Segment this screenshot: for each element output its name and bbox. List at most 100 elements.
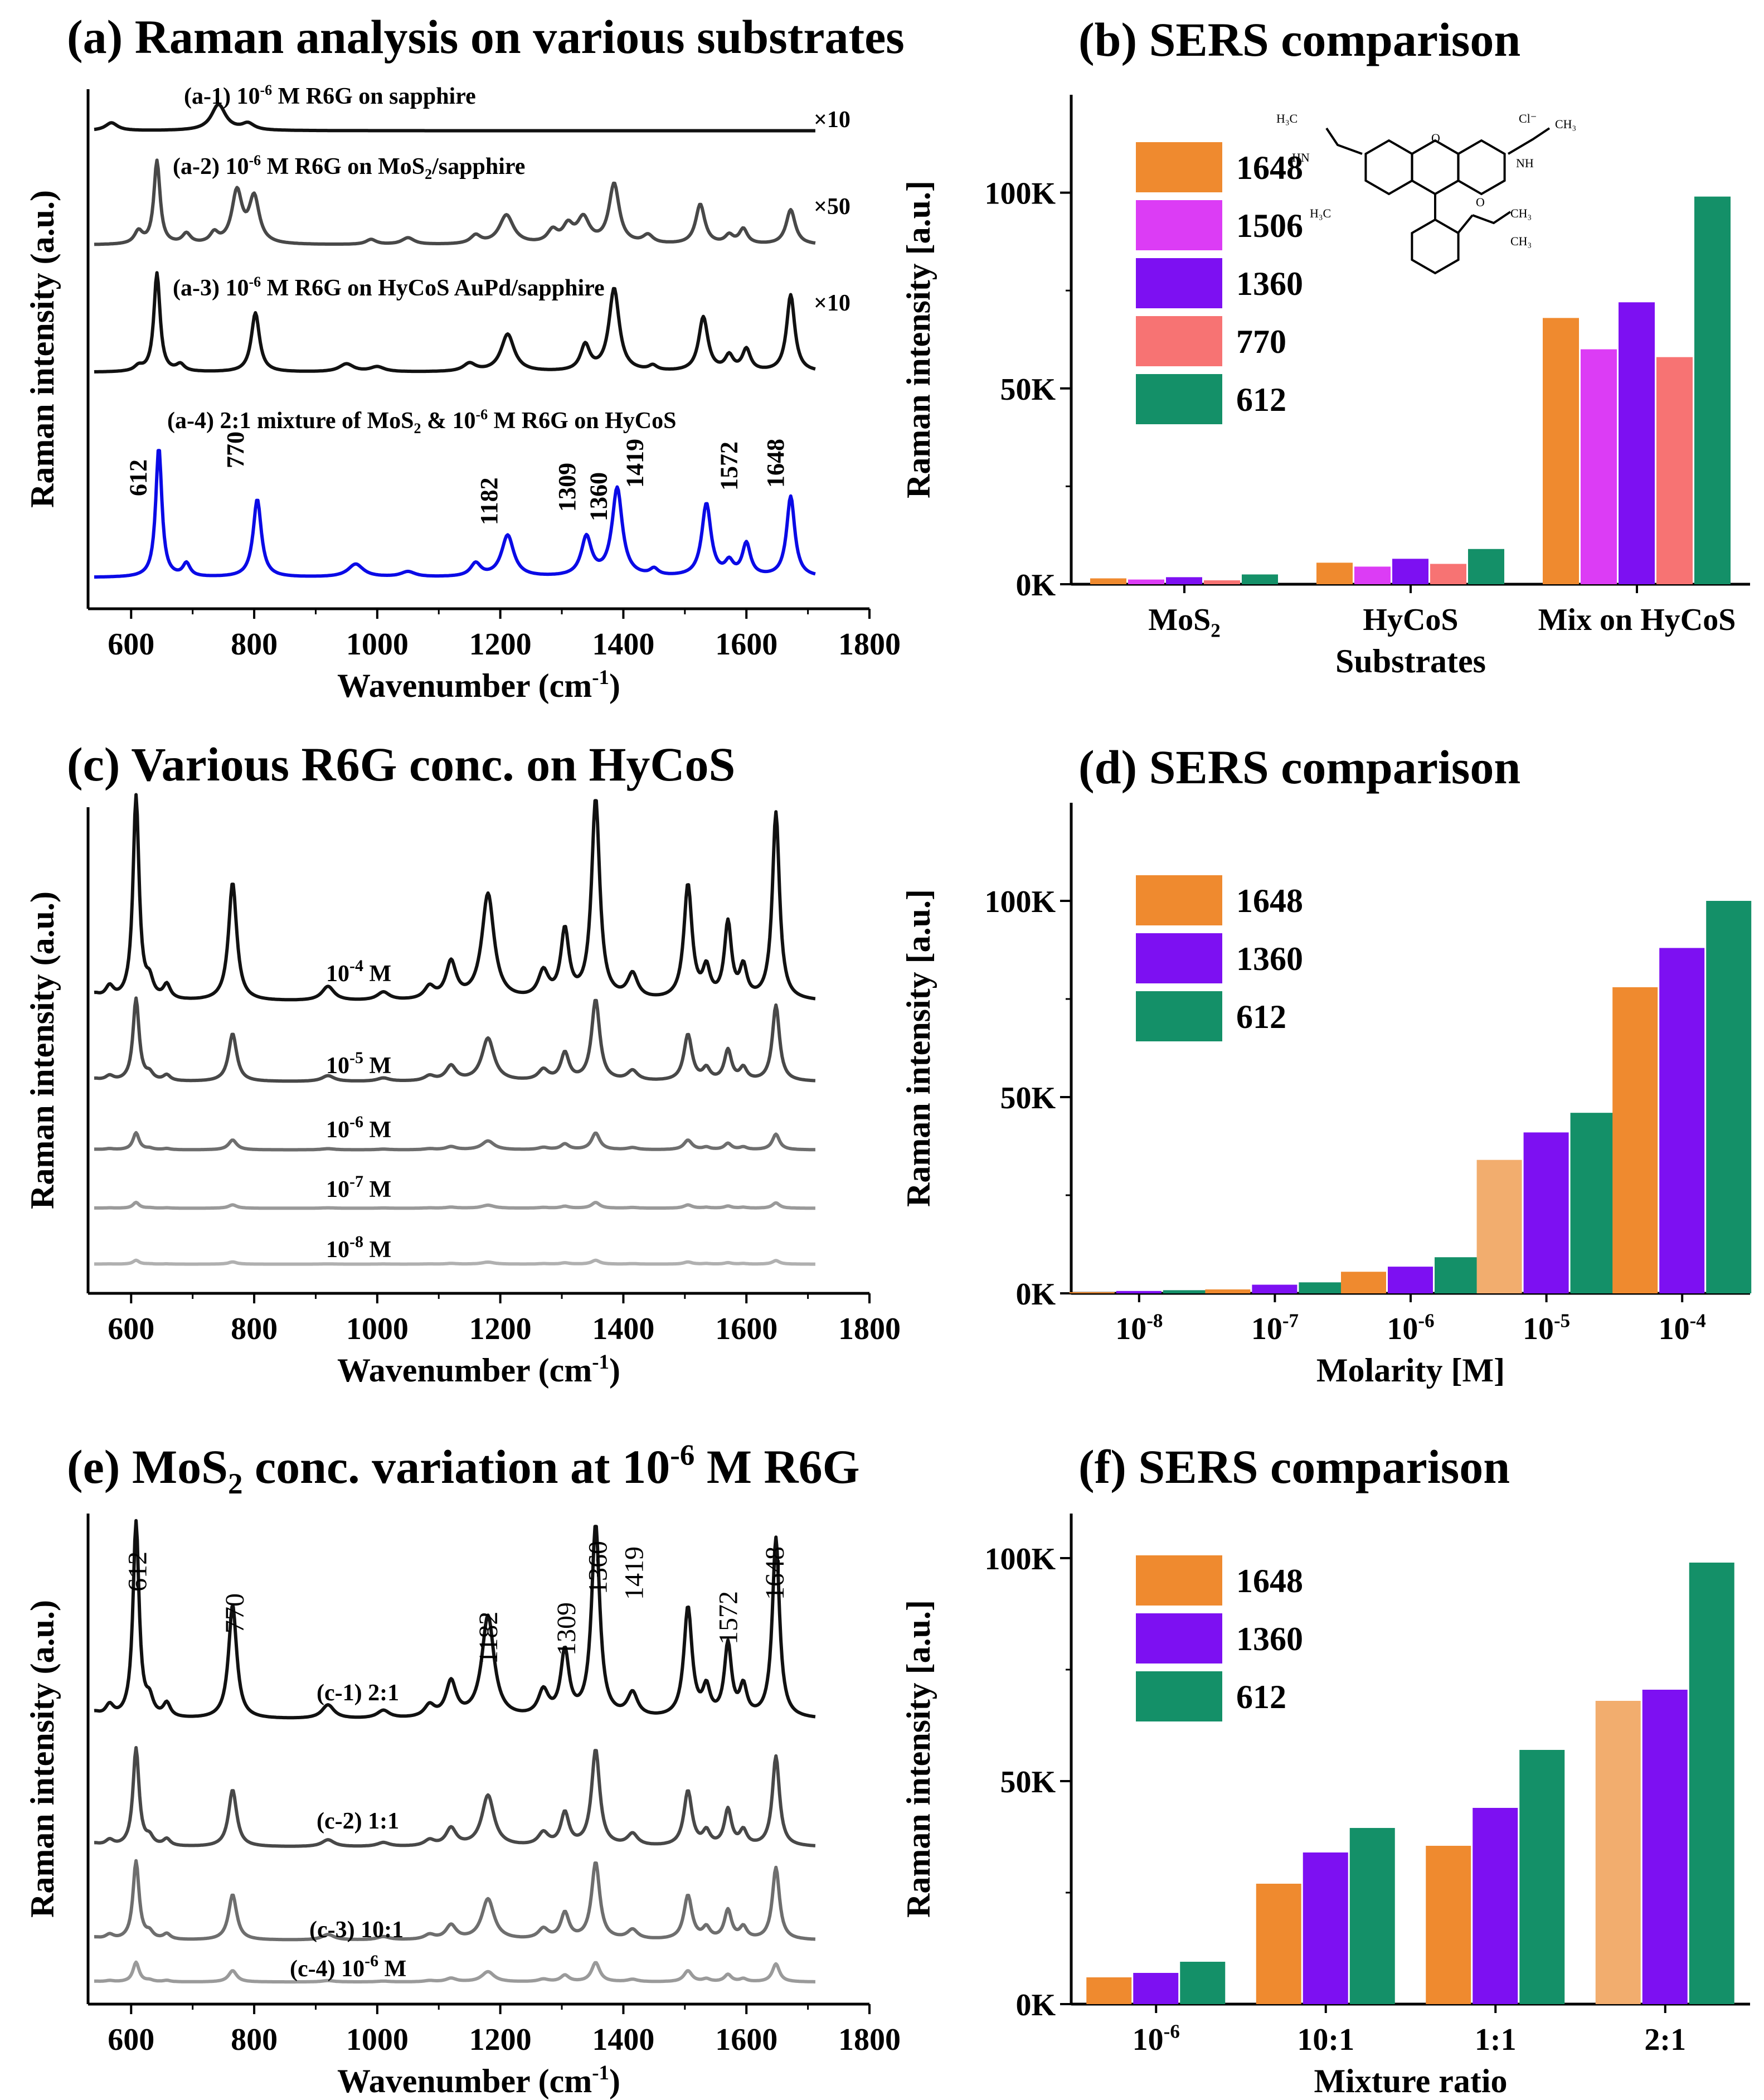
series-label: (a-1) 10-6 M R6G on sapphire [184,82,476,109]
molecule-atom-label: Cl⁻ [1519,111,1537,125]
ring-right [1457,139,1506,196]
bar-1648-2 [1426,1846,1471,2004]
x-axis-label: Wavenumber (cm-1) [337,2062,620,2099]
bar-1648-0 [1069,1292,1115,1293]
panel-b-title: (b) SERS comparison [1078,13,1520,66]
bar-1648-3 [1595,1701,1641,2004]
y-axis-label: Raman intensity (a.u.) [24,1600,61,1918]
bar-1648-1 [1316,562,1353,584]
y-tick-label: 100K [984,1542,1056,1577]
peak-label-1648: 1648 [760,1546,790,1600]
x-axis-label: Molarity [M] [1316,1352,1505,1389]
legend-label-612: 612 [1236,381,1286,418]
series-label: 10-7 M [326,1172,391,1202]
bar-612-1 [1468,549,1504,584]
r6g-molecule-inset: H₃C HN Cl⁻ CH₃ NH H₃C CH₃ O O CH₃ [1276,111,1576,275]
panel-d: 0K 50K 100K Molarity [M] Raman intensity [a.… [900,803,1752,1389]
bar-1506-1 [1354,566,1391,584]
panel-c-title: (c) Various R6G conc. on HyCoS [67,738,735,791]
x-tick-label: 10-6 [1133,2021,1180,2057]
peak-label-1360: 1360 [583,1541,613,1594]
spectrum-trace-3 [94,1960,816,1984]
peak-label-770: 770 [220,1593,250,1633]
bar-1648-0 [1086,1977,1132,2004]
x-tick-label: 1400 [592,1312,654,1346]
panel-a-title: (a) Raman analysis on various substrates [67,10,905,64]
molecule-atom-label: H₃C [1276,111,1298,125]
series-label: (a-3) 10-6 M R6G on HyCoS AuPd/sapphire [173,274,605,301]
legend-label-1360: 1360 [1236,1621,1303,1657]
peak-label-1419: 1419 [621,439,648,488]
bond-ethyl-right [1507,127,1551,155]
legend-swatch-1360 [1136,1613,1222,1663]
series-label: (c-1) 2:1 [317,1680,399,1706]
x-tick-label: 1600 [715,627,777,662]
spectrum-trace-0 [94,103,816,133]
peak-label-1309: 1309 [552,1602,581,1656]
molecule-atom-label: CH₃ [1555,117,1576,131]
x-tick-label: 1000 [346,1312,409,1346]
legend-swatch-1360 [1136,933,1222,983]
bar-612-2 [1519,1750,1565,2004]
molecule-atom-label: H₃C [1310,206,1331,220]
x-tick-label: 10-7 [1251,1310,1299,1346]
y-axis-label: Raman intensity [a.u.] [900,181,937,498]
legend-label-1506: 1506 [1236,207,1303,244]
spectrum-trace-2 [94,1131,816,1152]
series-label: 10-6 M [326,1113,391,1143]
peak-label-612: 612 [123,1551,153,1592]
bar-1648-3 [1476,1160,1522,1293]
y-tick-label: 100K [984,885,1056,919]
spectrum-trace-0 [94,793,816,1002]
x-tick-label: 1200 [469,1312,532,1346]
bar-612-0 [1180,1962,1226,2004]
x-tick-label: 1000 [346,2023,409,2057]
peak-label-1419: 1419 [619,1546,649,1600]
x-axis-label: Wavenumber (cm-1) [337,666,620,704]
series-label: (c-2) 1:1 [317,1808,399,1834]
x-tick-label: 10-5 [1523,1310,1570,1346]
bar-1360-3 [1642,1690,1688,2004]
spectrum-trace-0 [94,1519,816,1720]
x-tick-label: 1400 [592,627,654,662]
bar-612-0 [1163,1290,1208,1293]
series-label: (a-2) 10-6 M R6G on MoS2/sapphire [173,152,525,182]
legend-label-1360: 1360 [1236,265,1303,302]
bar-1360-2 [1388,1267,1433,1293]
bar-1360-1 [1303,1852,1348,2004]
x-tick-label: 10-6 [1387,1310,1434,1346]
panel-f: 0K 50K 100K Mixture ratio Raman intensity [a… [900,1514,1750,2099]
panel-e: 600 800 1000 1200 1400 1600 1800 Raman intensit… [24,1514,901,2057]
y-axis-label: Raman intensity [a.u.] [900,1600,937,1918]
spectrum-trace-1 [94,996,816,1083]
series-label: (a-4) 2:1 mixture of MoS2 & 10-6 M R6G o… [167,406,677,437]
panel-d-title: (d) SERS comparison [1078,740,1520,794]
bar-1648-0 [1090,578,1126,584]
bar-1360-4 [1659,948,1705,1293]
multiplier-label: ×10 [814,107,851,133]
bar-1648-1 [1256,1884,1301,2004]
legend-swatch-612 [1136,374,1222,424]
legend-swatch-1648 [1136,142,1222,192]
bar-1648-1 [1205,1289,1251,1293]
x-tick-label: 800 [231,1312,278,1346]
bar-1648-4 [1612,987,1658,1293]
bar-770-1 [1430,564,1466,584]
legend-label-1648: 1648 [1236,149,1303,186]
legend-label-1360: 1360 [1236,940,1303,977]
multiplier-label: ×10 [814,290,851,316]
multiplier-label: ×50 [814,194,851,220]
x-tick-label: 600 [108,1312,154,1346]
y-tick-label: 0K [1015,568,1056,603]
peak-label-1572: 1572 [715,442,742,491]
x-axis-label: Wavenumber (cm-1) [337,1351,620,1389]
bar-1648-2 [1543,318,1579,584]
y-tick-label: 0K [1015,1277,1056,1312]
x-tick-label: 1800 [838,2023,901,2057]
legend-swatch-612 [1136,1671,1222,1721]
bar-1360-2 [1619,302,1655,584]
peak-label-1182: 1182 [474,1612,503,1664]
x-axis-label: Mixture ratio [1314,2063,1507,2099]
bar-612-3 [1570,1113,1616,1293]
peak-label-1648: 1648 [762,439,789,488]
